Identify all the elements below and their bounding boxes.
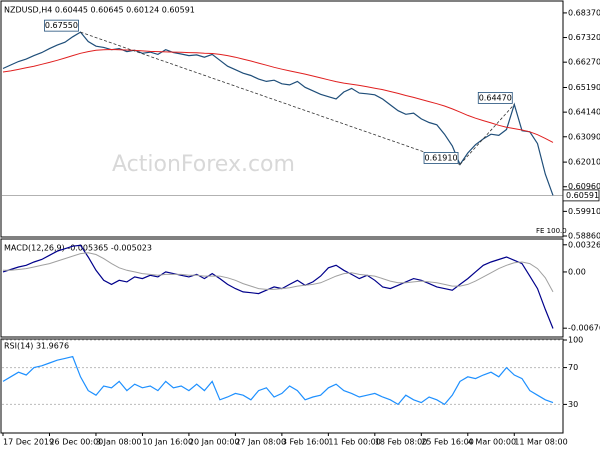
y-tick-label: 0.65190	[568, 83, 600, 92]
x-tick-label: 17 Dec 2019	[3, 438, 54, 447]
x-tick-label: 11 Mar 08:00	[514, 438, 567, 447]
trend-line	[459, 104, 515, 165]
x-tick-label: 18 Feb 08:00	[375, 438, 427, 447]
macd-frame	[0, 238, 564, 338]
annotation-box	[44, 19, 79, 32]
y-tick-label: 0.00	[568, 267, 586, 276]
y-tick-label: 0.003265	[568, 240, 600, 249]
panel-title: NZDUSD,H4 0.60445 0.60645 0.60124 0.6059…	[4, 6, 195, 15]
x-tick-label: 11 Feb 00:00	[328, 438, 380, 447]
y-tick-label: 30	[568, 400, 578, 409]
panel-title: MACD(12,26,9) -0.005365 -0.005023	[4, 244, 152, 253]
y-tick-label: 0.66270	[568, 58, 600, 67]
current-price-box	[562, 189, 600, 202]
panel-title: RSI(14) 31.9676	[4, 342, 69, 351]
x-tick-label: 25 Feb 16:00	[421, 438, 473, 447]
trend-line	[80, 31, 461, 165]
x-tick-label: 26 Dec 00:00	[49, 438, 103, 447]
annotation-label: 0.67550	[45, 21, 78, 30]
fe-label: FE 100.0	[536, 227, 567, 235]
current-price-label: 0.60591	[566, 191, 599, 200]
annotation-label: 0.61910	[424, 153, 457, 162]
x-tick-label: 4 Mar 00:00	[468, 438, 516, 447]
y-tick-label: 0.67320	[568, 33, 600, 42]
y-tick-label: 0.60960	[568, 182, 600, 191]
x-tick-label: 10 Jan 16:00	[142, 438, 193, 447]
series-line	[2, 355, 554, 406]
series-line	[2, 244, 554, 329]
annotation-box	[477, 92, 513, 104]
y-tick-label: 0.64140	[568, 108, 600, 117]
price-frame	[0, 0, 564, 238]
watermark: ActionForex.com	[112, 152, 295, 177]
y-tick-label: 0.62010	[568, 158, 600, 167]
x-tick-label: 3 Jan 08:00	[96, 438, 142, 447]
series-line	[3, 252, 554, 293]
x-tick-label: 27 Jan 08:00	[235, 438, 286, 447]
x-tick-label: 3 Feb 16:00	[282, 438, 329, 447]
x-tick-label: 20 Jan 00:00	[189, 438, 240, 447]
annotation-box	[423, 152, 459, 164]
y-tick-label: 0.68370	[568, 8, 600, 17]
y-tick-label: 70	[568, 363, 578, 372]
y-tick-label: -0.006761	[568, 324, 600, 333]
y-tick-label: 100	[568, 336, 583, 345]
y-tick-label: 0.59910	[568, 207, 600, 216]
annotation-label: 0.64470	[479, 93, 512, 102]
series-line	[2, 48, 554, 143]
y-tick-label: 0.63090	[568, 132, 600, 141]
y-tick-label: 0.58860	[568, 232, 600, 241]
